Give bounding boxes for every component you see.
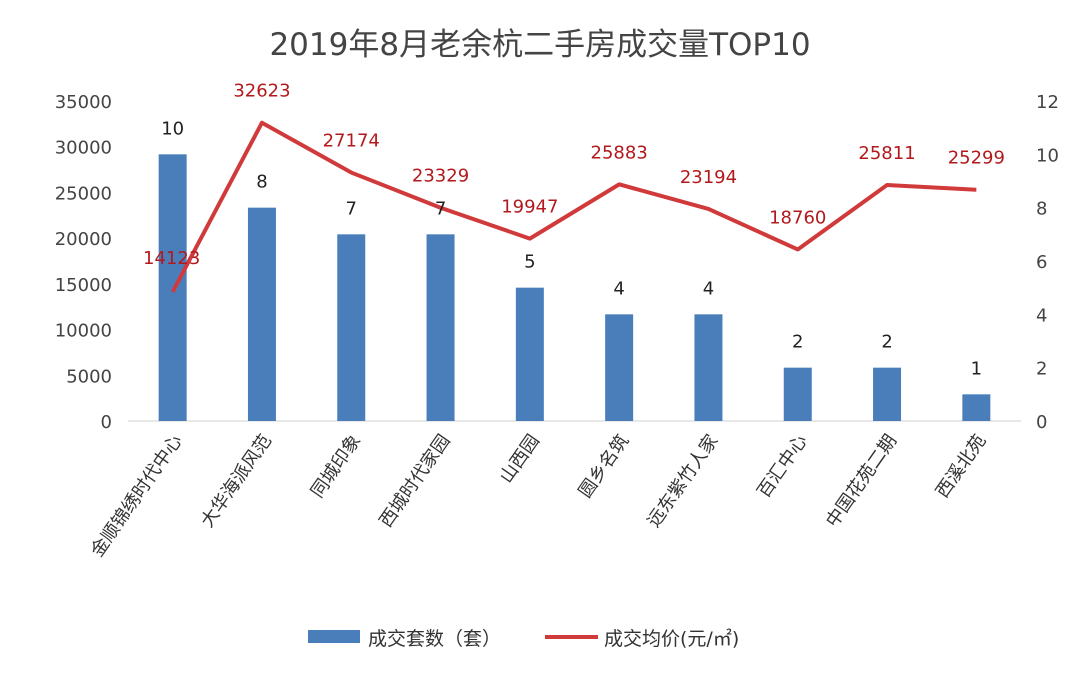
category-label: 远东紫竹人家 xyxy=(643,431,722,532)
right-tick-label: 12 xyxy=(1036,92,1059,113)
right-tick-label: 0 xyxy=(1036,412,1047,433)
price-data-label: 18760 xyxy=(769,207,826,228)
price-data-label: 25299 xyxy=(948,148,1005,169)
bar-data-label: 7 xyxy=(346,198,357,219)
price-data-label: 19947 xyxy=(501,197,558,218)
category-label: 金顺锦绣时代中心 xyxy=(87,431,187,561)
chart-title: 2019年8月老余杭二手房成交量TOP10 xyxy=(269,27,810,63)
category-label: 中国花苑二期 xyxy=(822,431,901,532)
category-label: 同城印象 xyxy=(307,431,365,502)
price-data-label: 32623 xyxy=(233,81,290,102)
left-tick-label: 35000 xyxy=(55,92,112,113)
left-tick-label: 25000 xyxy=(55,183,112,204)
legend: 成交套数（套） 成交均价(元/㎡) xyxy=(308,627,739,650)
left-tick-label: 10000 xyxy=(55,321,112,342)
left-tick-label: 20000 xyxy=(55,229,112,250)
legend-swatch-bar xyxy=(308,630,360,643)
category-label: 西城时代家园 xyxy=(375,431,454,532)
bar-data-label: 4 xyxy=(703,278,714,299)
price-data-label: 25883 xyxy=(591,142,648,163)
price-data-label: 23194 xyxy=(680,167,737,188)
bar xyxy=(337,234,365,421)
bar-data-label: 4 xyxy=(613,278,624,299)
category-label: 圆乡名筑 xyxy=(575,431,633,502)
category-label: 西溪北苑 xyxy=(932,431,990,502)
bar-data-label: 7 xyxy=(435,198,446,219)
bar xyxy=(962,394,990,421)
bar-data-label: 1 xyxy=(971,358,982,379)
bar-data-label: 2 xyxy=(881,332,892,353)
bar-data-label: 10 xyxy=(161,118,184,139)
right-tick-label: 6 xyxy=(1036,252,1047,273)
category-label: 大华海派风范 xyxy=(197,431,276,532)
bar-data-label: 8 xyxy=(256,172,267,193)
category-label: 山西园 xyxy=(496,431,544,487)
left-tick-label: 0 xyxy=(101,412,112,433)
left-tick-label: 5000 xyxy=(66,366,112,387)
bar xyxy=(694,314,722,421)
bar-data-label: 2 xyxy=(792,332,803,353)
bar-data-label: 5 xyxy=(524,252,535,273)
bar xyxy=(605,314,633,421)
bar xyxy=(516,288,544,421)
price-line xyxy=(173,123,977,292)
bar xyxy=(873,368,901,421)
bar xyxy=(427,234,455,421)
left-tick-label: 30000 xyxy=(55,138,112,159)
price-data-label: 25811 xyxy=(858,143,915,164)
bar xyxy=(784,368,812,421)
right-tick-label: 8 xyxy=(1036,199,1047,220)
legend-label-bar: 成交套数（套） xyxy=(368,628,501,650)
price-data-label: 27174 xyxy=(323,131,380,152)
legend-label-line: 成交均价(元/㎡) xyxy=(604,627,739,650)
bar xyxy=(248,208,276,421)
right-tick-label: 4 xyxy=(1036,305,1047,326)
price-data-label: 14123 xyxy=(143,248,200,269)
left-tick-label: 15000 xyxy=(55,275,112,296)
price-data-label: 23329 xyxy=(412,166,469,187)
right-tick-label: 10 xyxy=(1036,145,1059,166)
category-label: 百汇中心 xyxy=(753,431,811,502)
right-tick-label: 2 xyxy=(1036,359,1047,380)
